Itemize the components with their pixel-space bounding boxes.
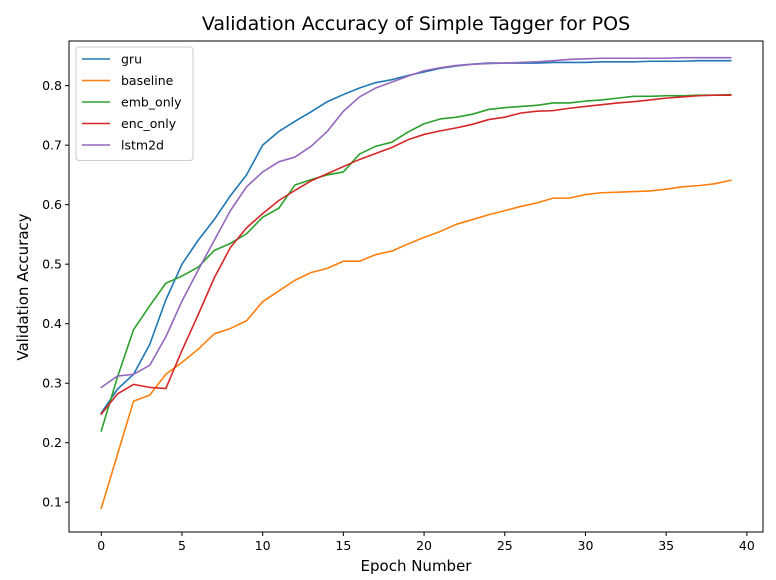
- series-enc_only: [100, 94, 732, 416]
- x-tick-label: 0: [97, 538, 105, 553]
- legend-item-emb_only: emb_only: [82, 95, 182, 110]
- series-baseline: [100, 179, 732, 510]
- y-tick-label: 0.6: [42, 197, 62, 212]
- plot-area: [100, 56, 732, 510]
- legend-item-baseline: baseline: [82, 73, 174, 88]
- y-tick-label: 0.2: [42, 435, 62, 450]
- legend-item-gru: gru: [82, 52, 142, 67]
- x-tick-label: 35: [658, 538, 674, 553]
- x-tick-label: 15: [335, 538, 351, 553]
- x-tick-label: 5: [178, 538, 186, 553]
- y-tick-label: 0.8: [42, 78, 62, 93]
- series-emb_only: [100, 93, 732, 432]
- legend-label: lstm2d: [121, 138, 164, 153]
- y-tick-label: 0.5: [42, 257, 62, 272]
- legend-label: emb_only: [121, 95, 182, 110]
- y-axis-label: Validation Accuracy: [14, 213, 32, 360]
- y-tick-label: 0.3: [42, 376, 62, 391]
- series-lstm2d: [100, 56, 732, 389]
- legend-label: gru: [121, 52, 142, 67]
- y-axis: 0.1 0.2 0.3 0.4 0.5 0.6 0.7 0.8: [42, 78, 69, 510]
- legend-label: enc_only: [121, 116, 177, 131]
- x-tick-label: 25: [497, 538, 513, 553]
- legend-box: [75, 46, 194, 161]
- y-tick-label: 0.7: [42, 138, 62, 153]
- legend: gru baseline emb_only enc_only lstm2d: [75, 46, 194, 161]
- series-line-emb_only: [100, 93, 732, 432]
- plot-frame: [68, 40, 764, 533]
- series-line-lstm2d: [100, 56, 732, 389]
- series-line-enc_only: [100, 94, 732, 416]
- y-tick-label: 0.1: [42, 495, 62, 510]
- legend-item-enc_only: enc_only: [82, 116, 177, 131]
- x-tick-label: 10: [255, 538, 271, 553]
- x-axis-label: Epoch Number: [361, 557, 473, 575]
- legend-label: baseline: [121, 73, 174, 88]
- x-tick-label: 40: [739, 538, 755, 553]
- chart-title: Validation Accuracy of Simple Tagger for…: [202, 13, 630, 35]
- x-tick-label: 20: [416, 538, 432, 553]
- y-tick-label: 0.4: [42, 316, 62, 331]
- x-tick-label: 30: [578, 538, 594, 553]
- x-axis: 0 5 10 15 20 25 30 35 40: [97, 532, 755, 553]
- series-line-baseline: [100, 179, 732, 510]
- legend-item-lstm2d: lstm2d: [82, 138, 164, 153]
